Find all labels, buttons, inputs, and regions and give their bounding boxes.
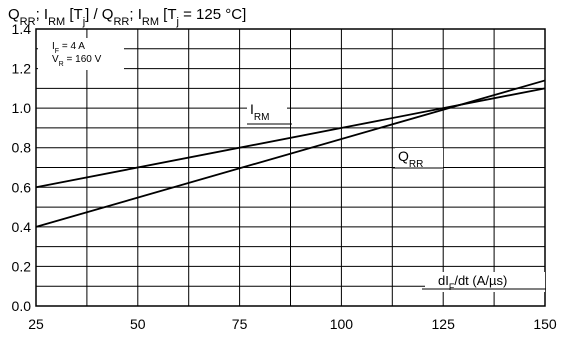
y-tick-label: 1.0 [12,100,32,116]
plot-frame [35,28,546,307]
y-tick-label: 1.2 [12,61,32,77]
irm-label-bg [247,100,287,124]
y-tick-label: 0.2 [12,258,32,274]
grid [35,28,546,307]
y-tick-label: 0.6 [12,179,32,195]
xlabel-bg [425,272,545,292]
y-tick-label: 0.8 [12,140,32,156]
series-label-irm: IRM [250,101,269,123]
condition-vr: VR = 160 V [52,54,102,68]
y-tick-label: 0.4 [12,219,32,235]
chart-title: QRR; IRM [Tj] / QRR; IRM [Tj = 125 °C] [8,6,246,28]
series-lines [35,79,546,228]
qrr-label-bg [395,148,443,170]
x-tick-label: 25 [28,316,44,332]
series-label-qrr: QRR [398,148,423,170]
series-line-qrr [35,79,546,228]
x-tick-label: 125 [432,316,456,332]
conditions-box [38,38,124,70]
y-tick-label: 0.0 [12,298,32,314]
x-tick-label: 150 [533,316,557,332]
x-axis-label: dIF/dt (A/µs) [438,273,507,292]
x-tick-label: 75 [232,316,248,332]
y-tick-label: 1.4 [12,21,32,37]
tick-labels: 25 50 75 100 125 150 0.0 0.2 0.4 0.6 0.8 1.0 1.2 1.4 [12,21,557,332]
x-tick-label: 50 [130,316,146,332]
x-tick-label: 100 [330,316,354,332]
condition-if: IF = 4 A [52,41,85,55]
